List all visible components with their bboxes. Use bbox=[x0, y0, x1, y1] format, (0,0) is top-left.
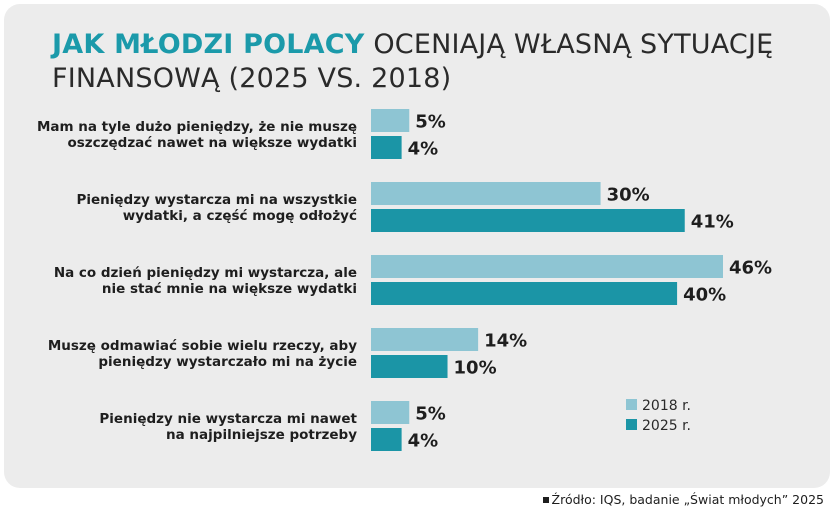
title-accent: JAK MŁODZI POLACY bbox=[52, 29, 365, 60]
legend-label: 2018 r. bbox=[642, 398, 691, 414]
chart-title: JAK MŁODZI POLACY OCENIAJĄ WŁASNĄ SYTUAC… bbox=[52, 28, 812, 96]
category-label: Mam na tyle dużo pieniędzy, że nie muszę bbox=[37, 119, 357, 135]
bar-2025 bbox=[371, 209, 685, 232]
bar-2018 bbox=[371, 109, 410, 132]
legend-label: 2025 r. bbox=[642, 418, 691, 434]
data-label: 4% bbox=[408, 431, 439, 452]
data-label: 30% bbox=[607, 185, 650, 206]
category-label: wydatki, a część mogę odłożyć bbox=[123, 208, 357, 224]
category-label: oszczędzać nawet na większe wydatki bbox=[67, 135, 357, 151]
data-label: 46% bbox=[729, 258, 772, 279]
category-label: Muszę odmawiać sobie wielu rzeczy, aby bbox=[48, 338, 357, 354]
bar-2025 bbox=[371, 136, 402, 159]
bar-2025 bbox=[371, 282, 678, 305]
data-label: 5% bbox=[415, 112, 446, 133]
source-text: Źródło: IQS, badanie „Świat młodych” 202… bbox=[551, 492, 824, 507]
bar-2025 bbox=[371, 428, 402, 451]
bar-2025 bbox=[371, 355, 448, 378]
bar-2018 bbox=[371, 401, 410, 424]
bar-2018 bbox=[371, 328, 479, 351]
source-note: Źródło: IQS, badanie „Świat młodych” 202… bbox=[542, 492, 824, 507]
category-label: Pieniędzy nie wystarcza mi nawet bbox=[99, 411, 357, 427]
title-rest: OCENIAJĄ WŁASNĄ SYTUACJĘ FINANSOWĄ (2025… bbox=[52, 29, 774, 94]
category-label: na najpilniejsze potrzeby bbox=[166, 427, 357, 443]
data-label: 14% bbox=[484, 331, 527, 352]
category-label: Pieniędzy wystarcza mi na wszystkie bbox=[76, 192, 357, 208]
data-label: 10% bbox=[454, 358, 497, 379]
bar-2018 bbox=[371, 182, 601, 205]
chart-panel bbox=[4, 4, 830, 488]
category-label: Na co dzień pieniędzy mi wystarcza, ale bbox=[54, 265, 357, 281]
data-label: 41% bbox=[691, 212, 734, 233]
source-square-icon bbox=[542, 497, 549, 503]
legend-swatch bbox=[626, 419, 637, 430]
data-label: 5% bbox=[415, 404, 446, 425]
category-label: pieniędzy wystarczało mi na życie bbox=[98, 354, 357, 370]
data-label: 40% bbox=[683, 285, 726, 306]
legend-swatch bbox=[626, 399, 637, 410]
category-label: nie stać mnie na większe wydatki bbox=[102, 281, 357, 297]
data-label: 4% bbox=[408, 139, 439, 160]
bar-2018 bbox=[371, 255, 723, 278]
